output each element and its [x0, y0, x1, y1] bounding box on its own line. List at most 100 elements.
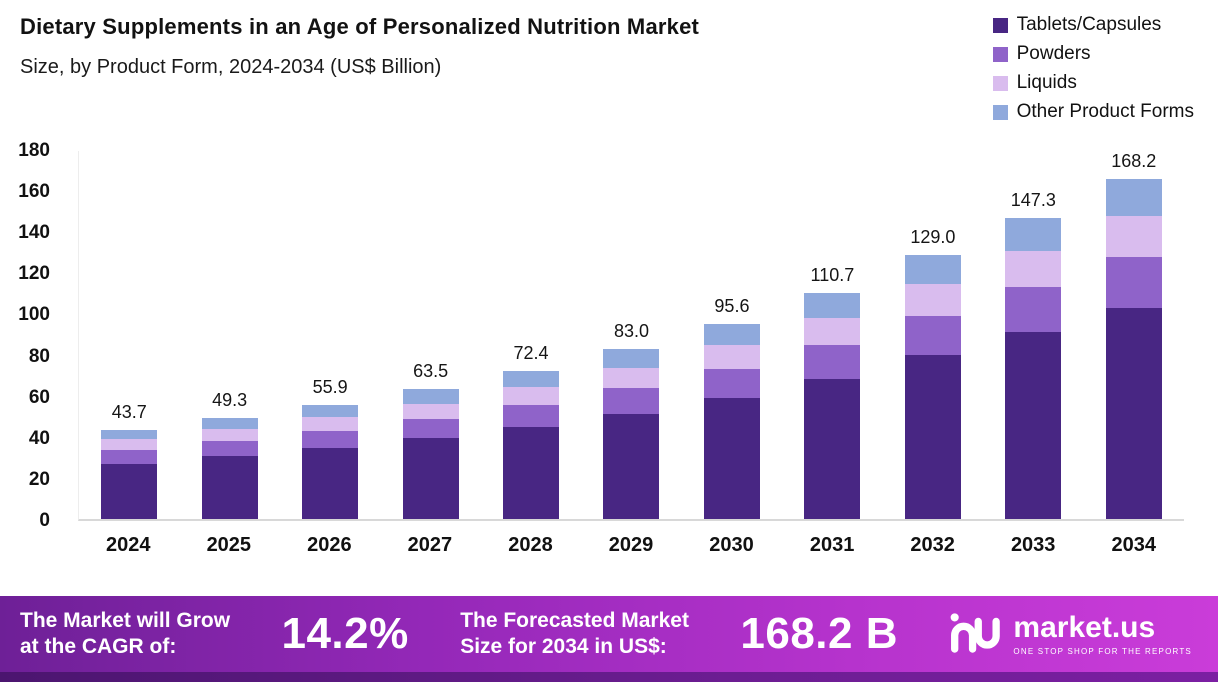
- bar-segment-tablets-capsules: [804, 378, 861, 519]
- bar-total-label: 49.3: [212, 390, 248, 411]
- bar-group: 63.5: [380, 151, 480, 519]
- legend: Tablets/Capsules Powders Liquids Other Prod…: [992, 14, 1194, 123]
- bar-stack: [402, 389, 459, 519]
- bar-group: 72.4: [481, 151, 581, 519]
- y-tick-label: 20: [28, 468, 50, 490]
- bar-segment-tablets-capsules: [201, 456, 258, 519]
- cagr-label-line2: at the CAGR of:: [20, 635, 177, 658]
- bar-total-label: 129.0: [910, 227, 956, 248]
- x-axis-label: 2030: [709, 534, 754, 556]
- bar-stack: [101, 429, 158, 519]
- marketus-logo-textblock: market.us ONE STOP SHOP FOR THE REPORTS: [1013, 610, 1192, 656]
- legend-label: Powders: [1016, 43, 1091, 64]
- x-axis: 2024 2025 2026 2027 2028 2029 2030 2031 2032 2033…: [78, 534, 1184, 557]
- bar-segment-other-product-forms: [101, 429, 158, 440]
- y-tick-label: 80: [28, 345, 50, 367]
- bar-segment-other-product-forms: [503, 370, 560, 388]
- bar-stack: [1105, 179, 1162, 519]
- bar-group: 168.2: [1084, 151, 1184, 519]
- legend-swatch: [992, 17, 1008, 33]
- bar-total-label: 95.6: [714, 295, 750, 316]
- bar-segment-liquids: [703, 345, 760, 369]
- bar-stack: [1005, 217, 1062, 520]
- banner-bottom-strip: [0, 672, 1218, 682]
- y-tick-label: 140: [18, 222, 50, 244]
- bar-segment-powders: [904, 315, 961, 356]
- bar-segment-powders: [603, 388, 660, 414]
- bar-segment-powders: [703, 368, 760, 398]
- x-axis-label: 2031: [809, 534, 855, 556]
- y-tick-label: 40: [28, 427, 50, 449]
- bar-segment-powders: [1005, 287, 1062, 333]
- x-axis-label: 2028: [508, 534, 553, 556]
- bar-segment-other-product-forms: [1005, 217, 1062, 251]
- bar-segment-powders: [101, 450, 158, 464]
- bar-stack: [503, 370, 560, 519]
- bar-stack: [201, 418, 258, 519]
- legend-label: Other Product Forms: [1016, 101, 1194, 122]
- bar-segment-powders: [503, 404, 560, 428]
- bar-stack: [804, 292, 861, 519]
- x-axis-label: 2029: [608, 534, 654, 556]
- legend-item: Tablets/Capsules: [992, 14, 1194, 36]
- bar-stack: [904, 255, 961, 519]
- legend-swatch: [992, 75, 1008, 91]
- cagr-label-line1: The Market will Grow: [20, 608, 231, 632]
- bar-segment-powders: [201, 441, 258, 457]
- y-tick-label: 0: [39, 510, 50, 531]
- bar-total-label: 147.3: [1010, 189, 1056, 210]
- legend-item: Other Product Forms: [992, 101, 1194, 123]
- forecast-label-line2: Size for 2034 in US$:: [460, 635, 667, 658]
- bar-group: 147.3: [983, 151, 1083, 520]
- bar-group: 43.7: [79, 151, 179, 519]
- bar-segment-liquids: [1005, 250, 1062, 288]
- x-axis-label: 2032: [910, 534, 955, 556]
- legend-swatch: [992, 104, 1008, 120]
- bar-total-label: 72.4: [513, 342, 549, 363]
- bar-segment-tablets-capsules: [603, 413, 660, 519]
- x-axis-label: 2026: [307, 534, 352, 556]
- bar-segment-liquids: [904, 284, 961, 316]
- y-tick-label: 60: [28, 386, 50, 408]
- bar-segment-powders: [1105, 257, 1162, 309]
- bar-stack: [703, 323, 760, 520]
- bar-stack: [603, 349, 660, 519]
- bar-segment-tablets-capsules: [402, 438, 459, 519]
- bar-total-label: 110.7: [810, 264, 855, 285]
- x-axis-label: 2034: [1111, 534, 1156, 556]
- x-axis-label: 2027: [407, 534, 453, 556]
- bar-stack: [302, 404, 359, 519]
- bar-segment-tablets-capsules: [503, 427, 560, 519]
- marketus-logo-icon: [949, 609, 1001, 660]
- plot-area: 43.7 49.3 55.9 63.5 72.4 83.0 95.6 110.7 129.0 14…: [78, 151, 1184, 521]
- cagr-label: The Market will Grow at the CAGR of:: [20, 608, 230, 661]
- marketus-logo-tagline: ONE STOP SHOP FOR THE REPORTS: [1013, 646, 1192, 656]
- bar-total-label: 55.9: [312, 376, 348, 397]
- bar-segment-liquids: [804, 317, 861, 345]
- chart: 0 20 40 60 80 100 120 140 160 180 43.7 49.3 55.9 63.…: [0, 140, 1218, 596]
- bar-segment-other-product-forms: [703, 323, 760, 346]
- bar-segment-powders: [402, 419, 459, 439]
- bar-segment-tablets-capsules: [302, 448, 359, 519]
- legend-label: Tablets/Capsules: [1016, 14, 1162, 35]
- bar-segment-other-product-forms: [904, 255, 961, 285]
- chart-header: Dietary Supplements in an Age of Persona…: [0, 0, 1218, 123]
- bar-segment-other-product-forms: [302, 404, 359, 418]
- bar-segment-tablets-capsules: [904, 355, 961, 519]
- bar-segment-liquids: [101, 439, 158, 451]
- banner: The Market will Grow at the CAGR of: 14.…: [0, 596, 1218, 672]
- bar-group: 55.9: [280, 151, 380, 519]
- bar-total-label: 168.2: [1111, 151, 1157, 171]
- forecast-value: 168.2 B: [740, 609, 898, 658]
- bar-segment-liquids: [503, 387, 560, 405]
- bar-segment-tablets-capsules: [1105, 308, 1162, 519]
- bar-segment-other-product-forms: [804, 292, 861, 318]
- marketus-logo-text: market.us: [1013, 610, 1156, 644]
- y-tick-label: 180: [18, 140, 50, 161]
- forecast-label-line1: The Forecasted Market: [460, 608, 689, 632]
- bar-group: 49.3: [179, 151, 279, 519]
- chart-titles: Dietary Supplements in an Age of Persona…: [20, 14, 699, 79]
- y-axis: 0 20 40 60 80 100 120 140 160 180: [0, 140, 64, 531]
- bar-total-label: 63.5: [413, 361, 449, 382]
